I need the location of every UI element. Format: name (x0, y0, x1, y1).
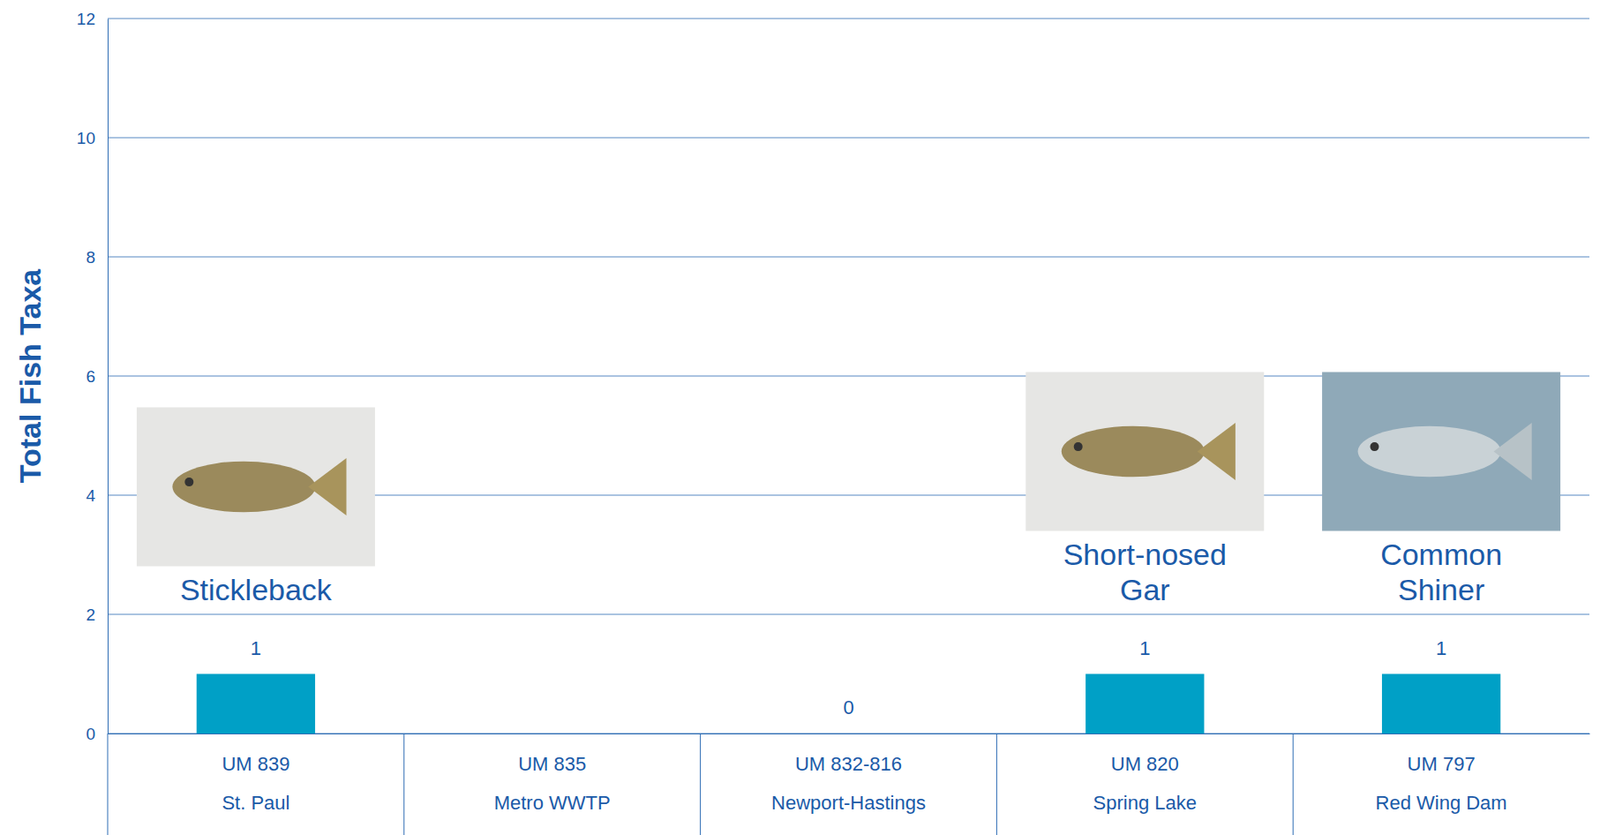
y-tick-label: 10 (76, 128, 96, 148)
fish-image (1322, 372, 1561, 532)
fish-eye (184, 477, 194, 487)
fish-eye (1370, 442, 1380, 451)
category-divider (699, 733, 701, 835)
annotation: Stickleback (180, 572, 333, 607)
fish-tail (1197, 422, 1236, 481)
data-labels: 1 0 1 1 (250, 637, 1447, 720)
x-tick-label: UM 797Red Wing Dam (1375, 752, 1508, 814)
y-tick: 4 (85, 486, 108, 505)
bars (196, 674, 1502, 735)
category-divider (1292, 733, 1294, 835)
x-axis-line (108, 733, 1591, 735)
x-tick: UM 839St. Paul (221, 733, 290, 814)
annotation: Short-nosedGar (1063, 537, 1227, 607)
data-label: 1 (250, 637, 262, 660)
fish-image-background (1025, 372, 1264, 532)
bar (196, 674, 316, 735)
x-tick: UM 835Metro WWTP (494, 733, 611, 814)
y-tick-label: 12 (76, 9, 96, 29)
y-axis-title: Total Fish Taxa (13, 268, 47, 484)
grid-line (107, 18, 1590, 20)
x-tick: UM 820Spring Lake (1093, 733, 1197, 814)
grid-line (107, 137, 1590, 139)
x-tick: UM 797Red Wing Dam (1375, 733, 1508, 814)
category-divider (996, 733, 998, 835)
fish-tail (1494, 422, 1533, 481)
y-tick: 2 (85, 605, 108, 624)
data-label: 1 (1139, 637, 1150, 660)
fish-body (1358, 426, 1502, 478)
y-tick-label: 8 (85, 247, 96, 267)
data-label: 0 (842, 696, 854, 719)
fish-image (1025, 372, 1264, 532)
x-tick-label: UM 820Spring Lake (1093, 752, 1197, 814)
x-axis: UM 839St. Paul UM 835Metro WWTP UM 832-816… (108, 733, 1591, 814)
y-tick: 0 (85, 724, 108, 744)
annotations: Stickleback Short-nosedGar CommonShiner (136, 372, 1561, 607)
grid (107, 18, 1590, 734)
fish-tail (307, 458, 346, 516)
fish-body (1061, 426, 1205, 478)
y-tick-label: 4 (85, 486, 96, 505)
category-divider (107, 733, 109, 835)
bar (1085, 674, 1204, 735)
grid-line (107, 733, 1590, 735)
grid-line (107, 614, 1590, 616)
y-tick-label: 0 (85, 724, 96, 744)
chart: 024681012UM 839St. PaulUM 835Metro WWTPU… (0, 0, 1600, 835)
y-axis: 0 2 4 6 8 10 12 (76, 9, 109, 744)
y-tick: 6 (85, 367, 108, 386)
x-tick-label: UM 835Metro WWTP (494, 752, 611, 814)
fish-image-background (136, 407, 376, 567)
y-tick: 10 (76, 128, 108, 148)
bar (788, 733, 908, 735)
x-tick-label: UM 839St. Paul (221, 752, 290, 814)
plot: 024681012UM 839St. PaulUM 835Metro WWTPU… (76, 9, 1591, 835)
bar (1382, 674, 1501, 735)
category-divider (403, 733, 405, 835)
grid-line (107, 256, 1590, 258)
x-tick-label: UM 832-816Newport-Hastings (771, 752, 926, 814)
fish-image-background (1322, 372, 1561, 532)
x-tick: UM 832-816Newport-Hastings (771, 733, 926, 814)
fish-image (136, 407, 376, 567)
annotation: CommonShiner (1380, 537, 1503, 607)
y-axis-line (107, 19, 109, 735)
data-label: 1 (1435, 637, 1447, 660)
y-tick: 8 (85, 247, 108, 267)
y-tick-label: 2 (85, 605, 96, 624)
y-tick: 12 (76, 9, 108, 29)
category-dividers (107, 733, 1293, 835)
y-tick-label: 6 (85, 367, 96, 386)
fish-body (172, 461, 316, 513)
fish-eye (1074, 442, 1083, 451)
